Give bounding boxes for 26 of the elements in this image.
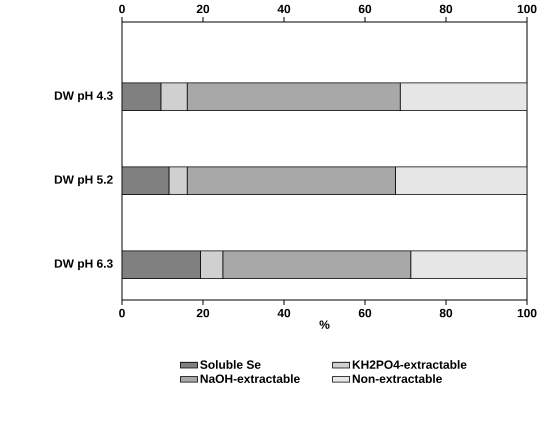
y-tick-label: DW pH 5.2 bbox=[54, 175, 113, 186]
x-tick-label: 100 bbox=[518, 308, 536, 318]
legend-label: Non-extractable bbox=[352, 374, 442, 384]
legend-label: Soluble Se bbox=[200, 360, 261, 369]
bar bbox=[122, 166, 170, 195]
x2-tick-label: 20 bbox=[196, 4, 210, 14]
x2-tick-label: 0 bbox=[119, 4, 125, 14]
x-axis-title: % bbox=[319, 320, 330, 329]
x-tick-label: 0 bbox=[119, 308, 125, 318]
bar bbox=[122, 82, 162, 112]
y-tick-label: DW pH 6.3 bbox=[54, 259, 113, 270]
x-tick-label: 40 bbox=[278, 308, 290, 318]
bar bbox=[122, 250, 201, 279]
x-tick-label: 20 bbox=[196, 308, 210, 318]
x2-tick-label: 60 bbox=[358, 4, 372, 14]
legend-label: KH2PO4-extractable bbox=[352, 360, 467, 369]
y-tick-label: DW pH 4.3 bbox=[54, 91, 113, 102]
legend-label: NaOH-extractable bbox=[200, 374, 300, 384]
bar bbox=[410, 250, 528, 279]
x2-tick-label: 40 bbox=[278, 4, 290, 14]
x-tick-label: 60 bbox=[358, 308, 372, 318]
x2-tick-label: 100 bbox=[518, 4, 536, 14]
x2-tick-label: 80 bbox=[440, 4, 452, 14]
bar bbox=[400, 82, 528, 112]
bar bbox=[394, 166, 528, 195]
x-tick-label: 80 bbox=[440, 308, 452, 318]
